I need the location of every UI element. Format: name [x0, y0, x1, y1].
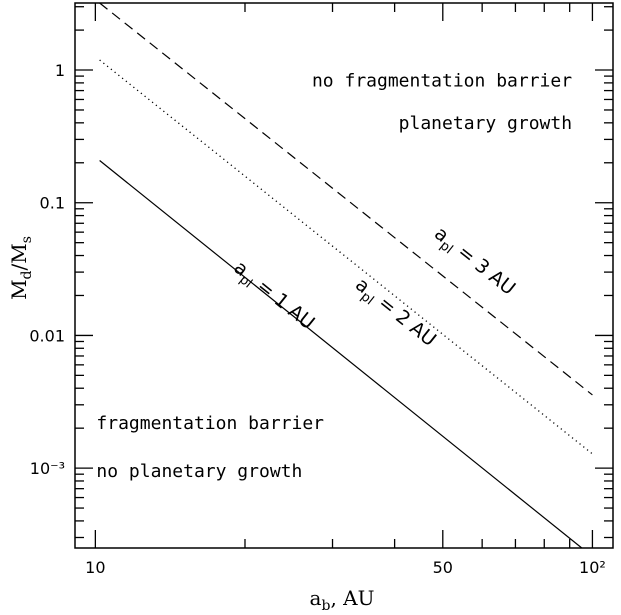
annotation-3: fragmentation barrier: [96, 413, 324, 434]
x-tick-label: 10²: [579, 558, 606, 577]
major-ticks: [75, 3, 613, 548]
series-label-2: apl = 2 AU: [349, 273, 441, 354]
y-tick-label: 10⁻³: [30, 459, 65, 478]
series-label-1: apl = 1 AU: [227, 256, 319, 337]
series-lines: [99, 2, 593, 549]
series-label-3: apl = 3 AU: [428, 222, 520, 302]
x-tick-label: 50: [433, 558, 453, 577]
series-line-3: [99, 2, 593, 396]
annotations: no fragmentation barrier planetary growth…: [96, 71, 572, 482]
minor-ticks: [75, 3, 613, 548]
y-tick-label: 0.1: [40, 194, 65, 213]
plot-frame: [74, 2, 614, 549]
tick-labels: 10 50 10² 1 0.1 0.01 10⁻³: [29, 61, 605, 577]
y-axis-title: Md/Ms: [7, 236, 35, 300]
annotation-4: no planetary growth: [96, 461, 302, 482]
annotation-1: no fragmentation barrier: [312, 71, 572, 92]
x-axis-title: ab, AU: [310, 586, 375, 614]
series-line-1: [99, 160, 583, 549]
y-tick-label: 1: [55, 61, 65, 80]
annotation-2: planetary growth: [399, 113, 572, 134]
y-tick-label: 0.01: [29, 326, 65, 345]
x-tick-label: 10: [85, 558, 105, 577]
